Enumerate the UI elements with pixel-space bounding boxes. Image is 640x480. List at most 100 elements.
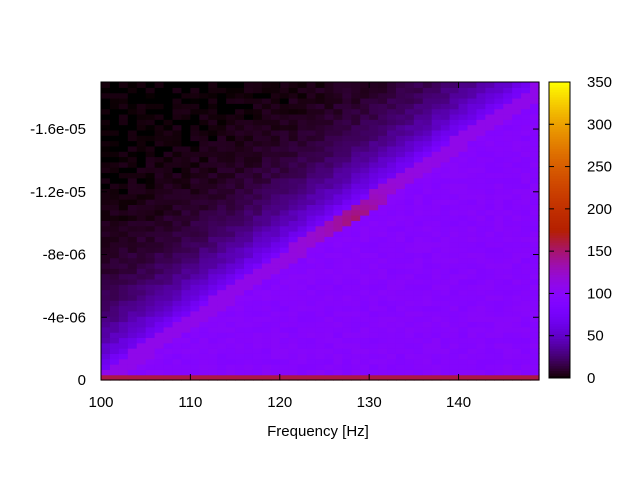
heatmap-cell (306, 305, 317, 312)
heatmap-cell (387, 268, 397, 275)
heatmap-cell (154, 294, 165, 301)
heatmap-cell (494, 124, 504, 131)
colorbar-segment (549, 316, 570, 320)
heatmap-cell (244, 273, 254, 280)
heatmap-cell (422, 284, 433, 291)
heatmap-cell (476, 348, 486, 354)
heatmap-cell (467, 215, 478, 221)
heatmap-cell (431, 337, 442, 344)
heatmap-cell (208, 145, 218, 152)
heatmap-cell (226, 113, 236, 120)
heatmap-cell (449, 321, 460, 328)
heatmap-cell (109, 252, 120, 259)
heatmap-cell (360, 124, 370, 131)
heatmap-cell (235, 358, 245, 365)
heatmap-cell (530, 151, 540, 158)
heatmap-cell (190, 156, 200, 163)
heatmap-cell (297, 257, 308, 264)
heatmap-cell (279, 332, 290, 339)
colorbar-segment (549, 363, 570, 367)
heatmap-cell (109, 321, 120, 328)
heatmap-cell (190, 97, 200, 104)
heatmap-cell (154, 310, 165, 317)
heatmap-cell (208, 177, 218, 184)
heatmap-cell (333, 183, 343, 190)
heatmap-cell (288, 204, 299, 211)
heatmap-cell (360, 278, 370, 285)
heatmap-cell (512, 300, 522, 307)
heatmap-cell (181, 97, 191, 104)
heatmap-cell (217, 140, 227, 147)
heatmap-cell (360, 225, 370, 232)
heatmap-cell (235, 167, 245, 174)
heatmap-cell (306, 209, 317, 216)
heatmap-cell (413, 294, 424, 301)
heatmap-cell (369, 262, 379, 269)
heatmap-cell (530, 135, 540, 142)
heatmap-cell (476, 231, 486, 237)
heatmap-cell (485, 364, 495, 370)
heatmap-cell (172, 262, 183, 269)
heatmap-cell (342, 108, 352, 115)
heatmap-cell (494, 289, 504, 296)
colorbar-segment (549, 185, 570, 189)
x-axis: 100 110 120 130 140 (88, 82, 471, 411)
heatmap-cell (288, 278, 299, 285)
heatmap-cell (244, 374, 254, 381)
heatmap-cell (154, 87, 165, 94)
heatmap-cell (530, 220, 540, 227)
heatmap-cell (413, 316, 424, 323)
heatmap-cell (261, 294, 272, 301)
heatmap-cell (378, 161, 388, 168)
heatmap-cell (324, 188, 335, 195)
heatmap-cell (422, 188, 433, 195)
heatmap-cell (261, 92, 272, 99)
heatmap-cell (387, 310, 397, 317)
heatmap-cell (387, 129, 397, 136)
heatmap-cell (422, 124, 433, 131)
heatmap-cell (521, 326, 531, 333)
heatmap-cell (530, 103, 540, 110)
heatmap-cell (145, 241, 156, 248)
heatmap-cell (431, 236, 442, 243)
heatmap-cell (136, 209, 147, 216)
heatmap-cell (476, 337, 486, 344)
heatmap-cell (199, 246, 209, 253)
heatmap-cell (109, 108, 120, 115)
heatmap-cell (252, 97, 263, 104)
heatmap-cell (413, 348, 424, 354)
heatmap-cell (512, 348, 522, 354)
heatmap-cell (252, 82, 263, 88)
heatmap-cell (378, 374, 388, 381)
heatmap-cell (413, 337, 424, 344)
heatmap-cell (217, 113, 227, 120)
heatmap-cell (404, 188, 415, 195)
heatmap-cell (235, 310, 245, 317)
heatmap-cell (127, 97, 138, 104)
heatmap-cell (154, 225, 165, 232)
x-axis-label: Frequency [Hz] (267, 423, 369, 440)
heatmap-cell (413, 326, 424, 333)
heatmap-cell (109, 199, 120, 205)
heatmap-cell (118, 342, 129, 349)
heatmap-cell (485, 177, 495, 184)
colorbar-segment (549, 355, 570, 359)
heatmap-cell (324, 337, 335, 344)
heatmap-cell (431, 92, 442, 99)
heatmap-cell (252, 289, 263, 296)
heatmap-cell (199, 332, 209, 339)
heatmap-cell (387, 236, 397, 243)
heatmap-cell (324, 364, 335, 370)
heatmap-cell (467, 326, 478, 333)
heatmap-cell (181, 177, 191, 184)
heatmap-cell (530, 156, 540, 163)
heatmap-cell (503, 236, 513, 243)
heatmap-cell (279, 236, 290, 243)
heatmap-cell (172, 310, 183, 317)
heatmap-cell (395, 300, 406, 307)
heatmap-cell (190, 348, 200, 354)
heatmap-cell (333, 156, 343, 163)
heatmap-cell (485, 268, 495, 275)
heatmap-cell (458, 113, 469, 120)
heatmap-cell (440, 305, 451, 312)
